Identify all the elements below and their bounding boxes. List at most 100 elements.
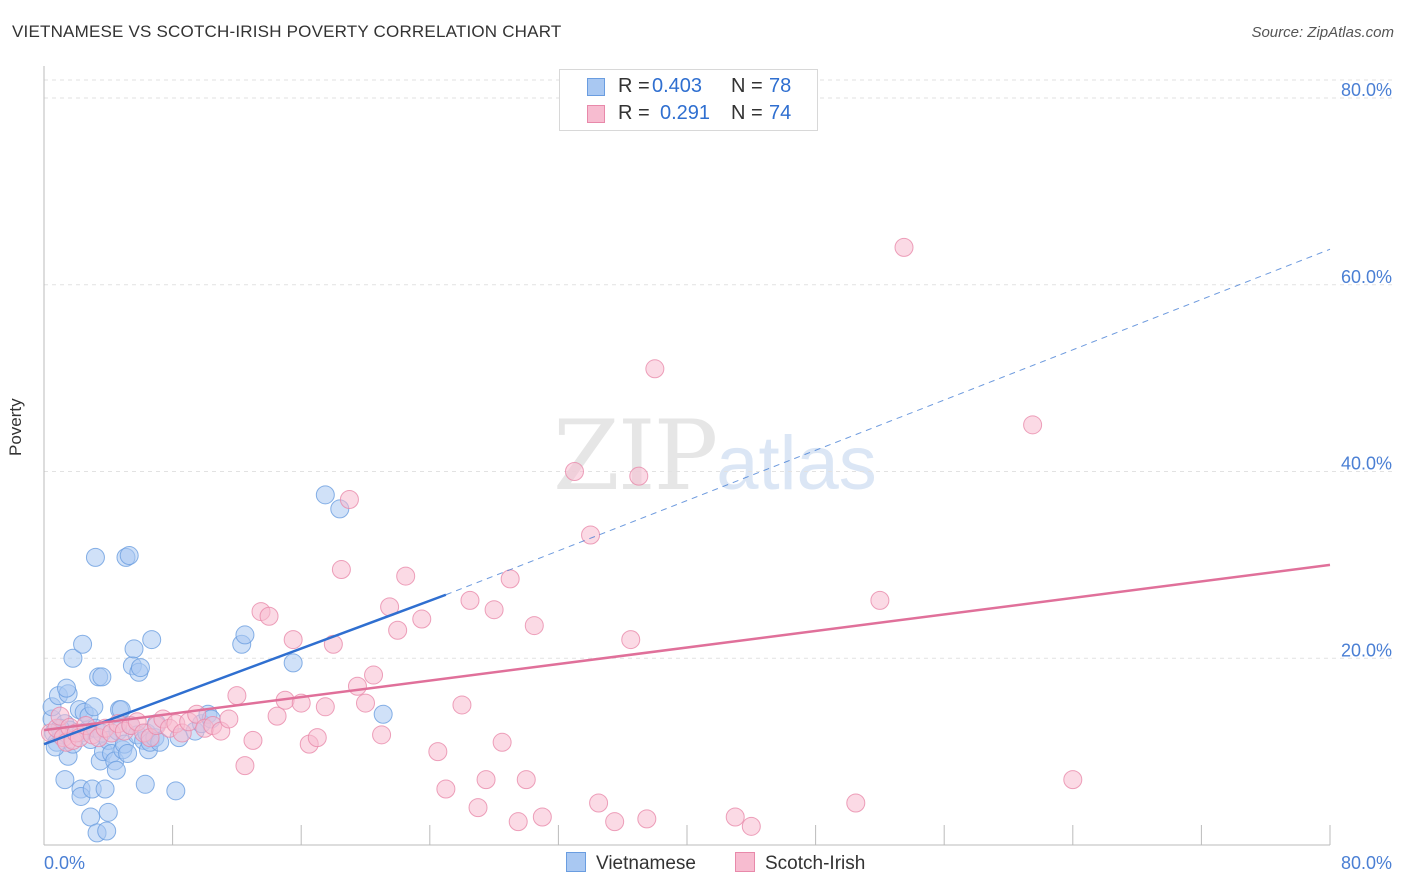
axes — [43, 66, 1331, 846]
data-point — [589, 793, 609, 813]
data-point — [98, 802, 118, 822]
data-point — [373, 704, 393, 724]
data-point — [283, 630, 303, 650]
data-point — [500, 569, 520, 589]
legend-swatch-vietnamese — [587, 78, 605, 96]
data-point — [645, 359, 665, 379]
data-point — [356, 693, 375, 713]
data-point — [307, 728, 327, 748]
data-point — [1023, 415, 1043, 435]
legend-n-label: N = — [731, 102, 763, 124]
data-point — [621, 630, 641, 650]
watermark-zip: ZIP — [553, 400, 718, 512]
x-tick-label: 80.0% — [1341, 853, 1392, 873]
bottom-legend-swatch-scotch-irish — [735, 852, 755, 872]
y-tick-label: 60.0% — [1341, 267, 1392, 287]
data-point — [235, 756, 255, 776]
legend-r-label: R = — [618, 102, 650, 124]
data-point — [460, 590, 480, 610]
watermark-atlas: atlas — [716, 421, 877, 506]
data-point — [396, 566, 416, 586]
data-point — [259, 606, 279, 626]
trend-lines — [43, 248, 1331, 746]
data-point — [605, 812, 625, 832]
data-point — [532, 807, 552, 827]
chart-source: Source: ZipAtlas.com — [1251, 24, 1394, 41]
data-point — [1063, 770, 1083, 790]
data-point — [283, 653, 303, 673]
data-point — [130, 658, 150, 678]
data-point — [870, 590, 890, 610]
bottom-legend-label: Vietnamese — [596, 853, 696, 874]
x-tick-label: 0.0% — [44, 853, 85, 873]
data-point — [267, 706, 287, 726]
data-point — [166, 781, 186, 801]
data-point — [135, 774, 155, 794]
data-point — [323, 634, 343, 654]
data-point — [124, 639, 144, 659]
data-point — [364, 665, 384, 685]
legend-r-label: R = — [618, 75, 650, 97]
data-point — [73, 634, 93, 654]
data-point — [92, 667, 112, 687]
legend-n-value: 74 — [769, 102, 792, 124]
data-point — [452, 695, 472, 715]
data-point — [55, 770, 75, 790]
data-point — [894, 237, 914, 257]
y-tick-label: 20.0% — [1341, 640, 1392, 660]
data-point — [492, 732, 512, 752]
vietnamese-points — [42, 485, 393, 843]
data-point — [219, 709, 239, 729]
legend-swatch-scotch-irish — [587, 105, 605, 123]
data-point — [725, 807, 745, 827]
data-point — [84, 697, 104, 717]
trend-line-scotch-irish — [43, 563, 1331, 732]
stats-legend: R = 0.403 N = 78 R = 0.291 N = 74 — [559, 69, 818, 131]
data-point — [63, 648, 83, 668]
data-point — [564, 462, 584, 481]
data-point — [81, 807, 101, 827]
data-point — [388, 620, 408, 640]
bottom-legend-swatch-vietnamese — [566, 852, 586, 872]
data-point — [97, 821, 117, 841]
y-tick-label: 40.0% — [1341, 454, 1392, 474]
data-point — [315, 697, 335, 717]
data-point — [235, 625, 255, 645]
data-point — [57, 678, 77, 698]
data-point — [412, 609, 432, 629]
data-point — [95, 779, 115, 799]
legend-r-value: 0.291 — [660, 102, 711, 124]
trend-line-vietnamese — [43, 593, 447, 746]
grid-lines — [44, 79, 1392, 659]
scotch-irish-points — [40, 237, 1083, 836]
data-point — [118, 743, 138, 763]
data-point — [581, 525, 601, 545]
data-point — [484, 600, 504, 620]
data-point — [524, 616, 544, 636]
data-point — [315, 485, 335, 505]
chart-title: VIETNAMESE VS SCOTCH-IRISH POVERTY CORRE… — [12, 22, 562, 41]
data-point — [428, 742, 448, 762]
data-point — [227, 686, 247, 706]
tick-labels: 20.0% 40.0% 60.0% 80.0% 0.0% 80.0% — [44, 80, 1392, 873]
data-point — [339, 490, 359, 510]
watermark: ZIPatlas — [553, 400, 877, 512]
legend-r-value: 0.403 — [652, 75, 703, 97]
trend-line-vietnamese-extension — [445, 248, 1331, 596]
bottom-legend-vietnamese: Vietnamese — [566, 852, 696, 876]
data-point — [106, 760, 126, 780]
data-point — [372, 725, 392, 745]
data-point — [846, 793, 866, 813]
data-point — [142, 630, 162, 650]
legend-n-value: 78 — [769, 75, 792, 97]
bottom-legend-scotch-irish: Scotch-Irish — [735, 852, 865, 876]
legend-n-label: N = — [731, 75, 763, 97]
data-point — [637, 809, 657, 829]
data-point — [347, 676, 367, 696]
data-point — [331, 560, 351, 580]
bottom-legend-label: Scotch-Irish — [765, 853, 866, 874]
y-tick-label: 80.0% — [1341, 80, 1392, 100]
data-point — [468, 798, 488, 818]
data-point — [243, 730, 263, 750]
